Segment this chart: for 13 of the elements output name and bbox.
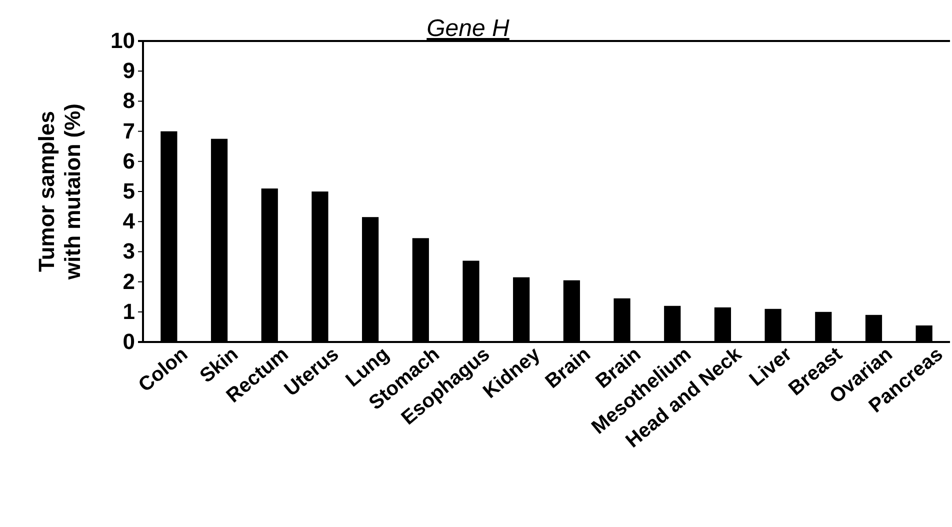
y-tick-label: 8 [122,88,135,114]
y-tick-label: 1 [122,298,135,324]
y-tick-label: 2 [122,268,135,294]
y-tick-label: 0 [122,329,135,354]
chart-title: Gene H [426,15,510,42]
y-axis-title: Tumor samples with mutaion (%) [34,104,85,280]
y-tick-label: 5 [122,178,135,204]
y-tick-label: 3 [122,238,135,264]
y-tick-label: 9 [122,58,135,84]
y-tick-label: 4 [122,208,136,234]
y-tick-label: 7 [122,118,135,144]
y-tick-label: 6 [122,148,135,174]
y-tick-label: 10 [110,28,135,54]
